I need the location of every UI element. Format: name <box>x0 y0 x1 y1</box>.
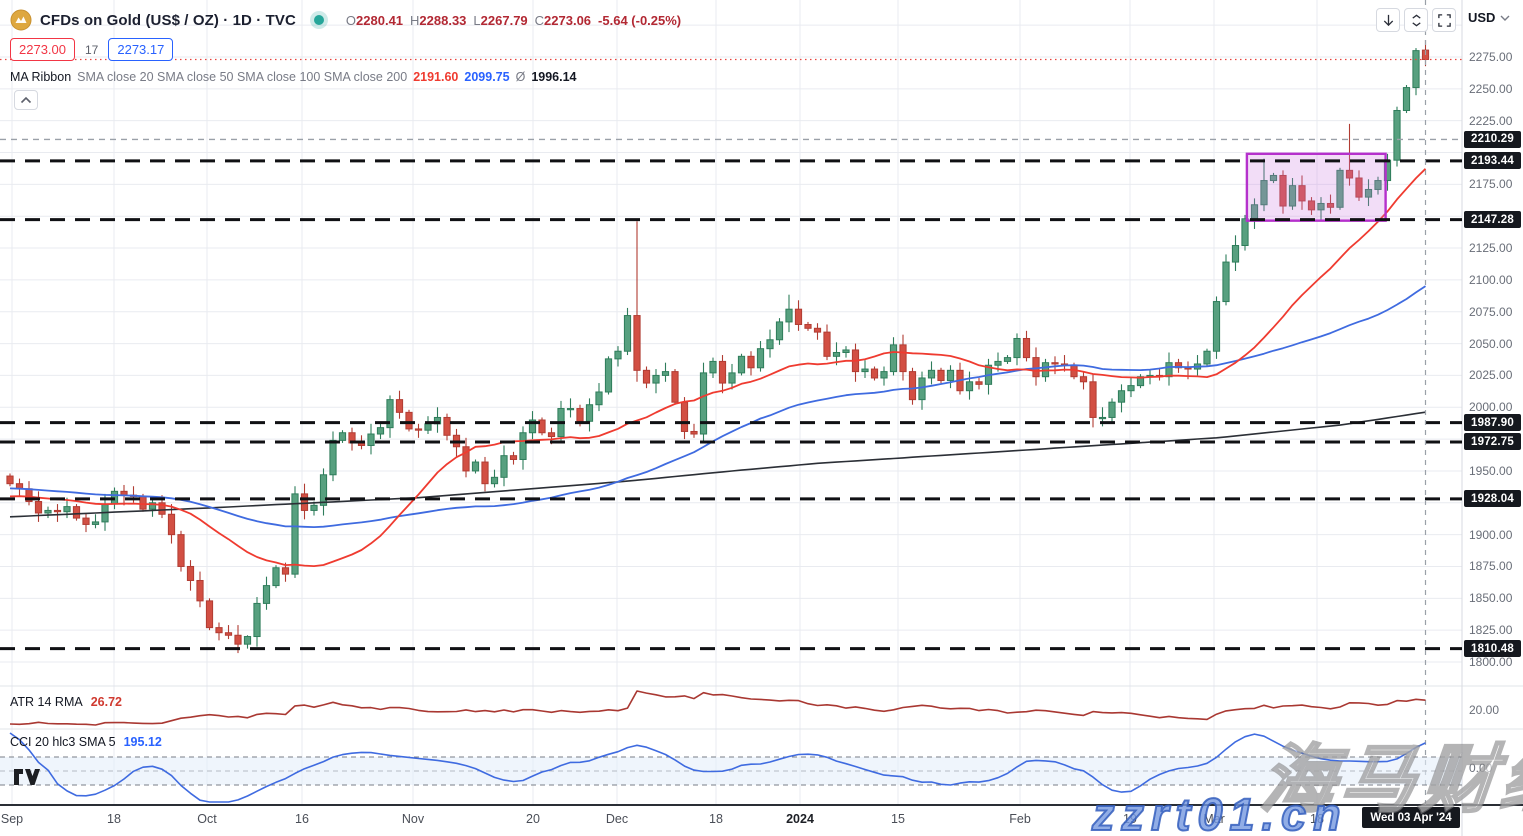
sma20-value: 2191.60 <box>413 70 459 84</box>
fullscreen-corners-icon <box>1437 13 1451 27</box>
collapse-chevrons-icon <box>1411 14 1421 26</box>
time-axis-tick: 19 <box>1123 812 1137 826</box>
price-axis-tick: 1850.00 <box>1469 591 1513 606</box>
sma200-value: 1996.14 <box>531 70 577 84</box>
price-axis-tick: 2025.00 <box>1469 368 1513 383</box>
indicator-params: SMA close 20 SMA close 50 SMA close 100 … <box>77 70 408 84</box>
cci-value: 195.12 <box>123 735 162 749</box>
price-axis-tick: 2225.00 <box>1469 113 1513 128</box>
cci-legend[interactable]: CCI 20 hlc3 SMA 5 195.12 <box>10 735 162 749</box>
price-level-badge: 1987.90 <box>1464 414 1521 432</box>
price-level-badge: 2210.29 <box>1464 130 1521 148</box>
market-status-icon[interactable] <box>313 15 324 25</box>
price-axis-tick: 2275.00 <box>1469 50 1513 64</box>
close-label: C <box>534 12 545 28</box>
time-axis-tick: Oct <box>197 812 217 826</box>
price-axis-tick: 1825.00 <box>1469 623 1513 638</box>
price-level-badge: 2193.44 <box>1464 152 1521 170</box>
time-axis-tick: 18 <box>709 812 723 826</box>
gold-symbol-icon <box>10 9 32 31</box>
maximize-pane-button[interactable] <box>1432 8 1456 32</box>
indicator-name: MA Ribbon <box>10 70 72 84</box>
price-level-badge: 2147.28 <box>1464 211 1521 229</box>
open-value: 2280.41 <box>356 12 404 28</box>
price-axis-tick: 2250.00 <box>1469 81 1513 96</box>
sell-button[interactable]: 2273.00 <box>10 38 75 61</box>
price-axis-tick: 2100.00 <box>1469 272 1513 287</box>
time-axis-tick: 16 <box>295 812 309 826</box>
change-value: -5.64 (-0.25%) <box>598 12 682 28</box>
high-label: H <box>410 12 420 28</box>
high-value: 2288.33 <box>419 12 467 28</box>
currency-selector[interactable]: USD <box>1468 10 1510 25</box>
ma-ribbon-legend[interactable]: MA Ribbon SMA close 20 SMA close 50 SMA … <box>10 70 681 84</box>
time-axis-tick: 2024 <box>786 812 814 826</box>
time-axis-tick: 15 <box>891 812 905 826</box>
chevron-down-icon <box>1500 15 1510 21</box>
price-axis-tick: 2000.00 <box>1469 400 1513 415</box>
price-axis-tick: 1900.00 <box>1469 527 1513 542</box>
bid-ask-row: 2273.00 17 2273.17 <box>10 38 681 61</box>
time-axis-tick: 18 <box>107 812 121 826</box>
time-axis-tick: 20 <box>526 812 540 826</box>
price-axis-tick: 1800.00 <box>1469 655 1513 669</box>
price-axis-tick: 1875.00 <box>1469 559 1513 574</box>
spread-value: 17 <box>85 42 99 57</box>
price-axis-tick: 2125.00 <box>1469 241 1513 256</box>
cci-label: CCI 20 hlc3 SMA 5 <box>10 735 116 749</box>
collapse-pane-button[interactable] <box>1404 8 1428 32</box>
low-label: L <box>473 12 481 28</box>
price-axis-tick: 1950.00 <box>1469 463 1513 478</box>
symbol-title[interactable]: CFDs on Gold (US$ / OZ) · 1D · TVC <box>40 11 296 29</box>
time-axis-tick: Feb <box>1009 812 1031 826</box>
currency-label: USD <box>1468 10 1496 25</box>
close-value: 2273.06 <box>544 12 592 28</box>
current-date-badge: Wed 03 Apr '24 <box>1362 807 1460 828</box>
consolidation-box <box>1245 152 1387 222</box>
price-axis-tick: 2050.00 <box>1469 336 1513 351</box>
average-symbol: Ø <box>515 70 526 84</box>
candles <box>6 40 1430 654</box>
time-axis-tick: Sep <box>0 812 24 826</box>
time-axis-tick: Nov <box>401 812 425 826</box>
price-axis-tick: 2075.00 <box>1469 304 1513 319</box>
low-value: 2267.79 <box>480 12 528 28</box>
chevron-up-icon <box>20 96 32 104</box>
chart-legend: CFDs on Gold (US$ / OZ) · 1D · TVC O2280… <box>10 8 681 110</box>
ohlc-values: O2280.41 H2288.33 L2267.79 C2273.06 -5.6… <box>346 13 681 28</box>
price-level-badge: 1810.48 <box>1464 640 1521 658</box>
collapse-legend-button[interactable] <box>14 90 38 110</box>
atr-axis-label: 20.00 <box>1469 703 1500 717</box>
atr-value: 26.72 <box>90 695 122 709</box>
price-level-badge: 1972.75 <box>1464 433 1521 451</box>
arrow-down-icon <box>1383 14 1393 26</box>
tradingview-logo[interactable] <box>12 766 42 788</box>
open-label: O <box>345 12 357 28</box>
atr-label: ATR 14 RMA <box>10 695 83 709</box>
sma50-value: 2099.75 <box>464 70 510 84</box>
scroll-to-latest-button[interactable] <box>1376 8 1400 32</box>
symbol-row: CFDs on Gold (US$ / OZ) · 1D · TVC O2280… <box>10 8 681 32</box>
buy-button[interactable]: 2273.17 <box>108 38 174 61</box>
time-axis-tick: 18 <box>1310 812 1324 826</box>
atr-legend[interactable]: ATR 14 RMA 26.72 <box>10 695 122 709</box>
price-axis-tick: 2175.00 <box>1469 177 1513 192</box>
time-axis-tick: Dec <box>605 812 629 826</box>
price-level-badge: 1928.04 <box>1464 490 1521 508</box>
time-axis-tick: Mar <box>1203 812 1225 826</box>
cci-axis-label: 0.00 <box>1469 761 1493 775</box>
